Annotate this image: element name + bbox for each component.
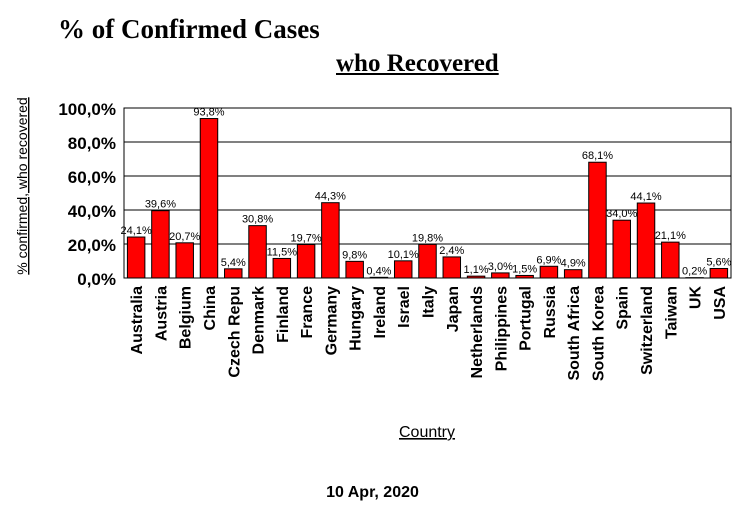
bar xyxy=(272,257,292,279)
y-tick-label: 0,0% xyxy=(77,270,116,289)
x-tick-label: Belgium xyxy=(178,286,195,349)
x-tick-label: Philippines xyxy=(493,286,510,371)
x-tick-label: Ireland xyxy=(372,286,389,338)
bar xyxy=(345,260,364,279)
x-tick-label: Italy xyxy=(421,286,438,318)
bar xyxy=(661,241,680,279)
data-label: 24,1% xyxy=(121,225,152,237)
x-tick-label: Russia xyxy=(542,286,559,339)
data-label: 5,6% xyxy=(706,256,731,268)
x-tick-label: Netherlands xyxy=(469,286,486,379)
data-label: 0,2% xyxy=(682,266,707,278)
x-tick-label: Czech Repu xyxy=(226,286,243,378)
data-label: 44,1% xyxy=(630,191,661,203)
date-footer: 10 Apr, 2020 xyxy=(326,484,419,501)
y-tick-label: 40,0% xyxy=(68,202,116,221)
bar xyxy=(296,244,316,279)
x-tick-label: Japan xyxy=(445,286,462,332)
bar xyxy=(418,243,437,279)
bar xyxy=(709,267,729,279)
x-tick-label: South Korea xyxy=(590,286,607,381)
x-tick-label: UK xyxy=(688,286,705,310)
bar xyxy=(563,269,583,279)
data-label: 6,9% xyxy=(536,254,561,266)
data-label: 5,4% xyxy=(221,257,246,269)
bar xyxy=(588,161,607,279)
data-label: 34,0% xyxy=(606,208,637,220)
x-tick-label: France xyxy=(299,286,316,339)
data-label: 20,7% xyxy=(169,231,200,243)
data-label: 1,5% xyxy=(512,263,537,275)
data-label: 3,0% xyxy=(488,261,513,273)
bar xyxy=(151,210,170,279)
x-axis-label: Country xyxy=(399,424,455,441)
x-tick-label: Finland xyxy=(275,286,292,343)
data-label: 30,8% xyxy=(242,214,273,226)
chart-subtitle: who Recovered xyxy=(336,50,499,77)
bar xyxy=(515,274,534,279)
x-tick-label: USA xyxy=(712,286,729,320)
x-tick-label: Switzerland xyxy=(639,286,656,375)
data-label: 10,1% xyxy=(388,249,419,261)
bar xyxy=(491,272,510,279)
bar xyxy=(199,118,219,279)
bar xyxy=(636,202,656,279)
bar xyxy=(393,260,413,279)
x-tick-label: Australia xyxy=(129,286,146,355)
data-label: 19,8% xyxy=(412,232,443,244)
y-tick-label: 100,0% xyxy=(58,100,116,119)
x-tick-label: China xyxy=(202,286,219,331)
data-label: 68,1% xyxy=(582,150,613,162)
data-label: 93,8% xyxy=(193,107,224,119)
bar xyxy=(126,236,146,279)
y-axis-label: % confirmed, who recovered xyxy=(14,97,30,274)
bar xyxy=(539,265,559,279)
x-tick-label: Denmark xyxy=(251,286,268,355)
chart-title: % of Confirmed Cases xyxy=(58,14,320,44)
bar xyxy=(369,276,389,279)
bar xyxy=(321,202,340,279)
y-tick-label: 20,0% xyxy=(68,236,116,255)
bar xyxy=(248,225,267,279)
bar xyxy=(175,242,194,279)
y-tick-label: 80,0% xyxy=(68,134,116,153)
data-label: 11,5% xyxy=(267,246,298,258)
bar xyxy=(224,268,243,279)
data-label: 2,4% xyxy=(439,245,464,257)
bar xyxy=(442,256,462,279)
x-tick-label: Israel xyxy=(396,286,413,328)
bar xyxy=(466,275,486,279)
x-tick-label: Austria xyxy=(153,286,170,341)
data-label: 4,9% xyxy=(561,258,586,270)
data-label: 19,7% xyxy=(290,233,321,245)
x-tick-label: Portugal xyxy=(518,286,535,351)
x-tick-label: Taiwan xyxy=(663,286,680,339)
data-label: 9,8% xyxy=(342,249,367,261)
data-label: 0,4% xyxy=(366,265,391,277)
data-label: 39,6% xyxy=(145,199,176,211)
data-label: 21,1% xyxy=(655,230,686,242)
y-tick-label: 60,0% xyxy=(68,168,116,187)
x-tick-label: Hungary xyxy=(348,286,365,351)
x-tick-label: South Africa xyxy=(566,286,583,381)
data-label: 44,3% xyxy=(315,191,346,203)
bar xyxy=(612,219,631,279)
bar-chart: 24,1% 39,6% 20,7% 93,8% 5,4% 30,8% 11,5%19,7% 4… xyxy=(14,97,732,441)
data-label: 1,1% xyxy=(464,264,489,276)
x-tick-label: Spain xyxy=(615,286,632,330)
x-tick-label: Germany xyxy=(323,286,340,355)
